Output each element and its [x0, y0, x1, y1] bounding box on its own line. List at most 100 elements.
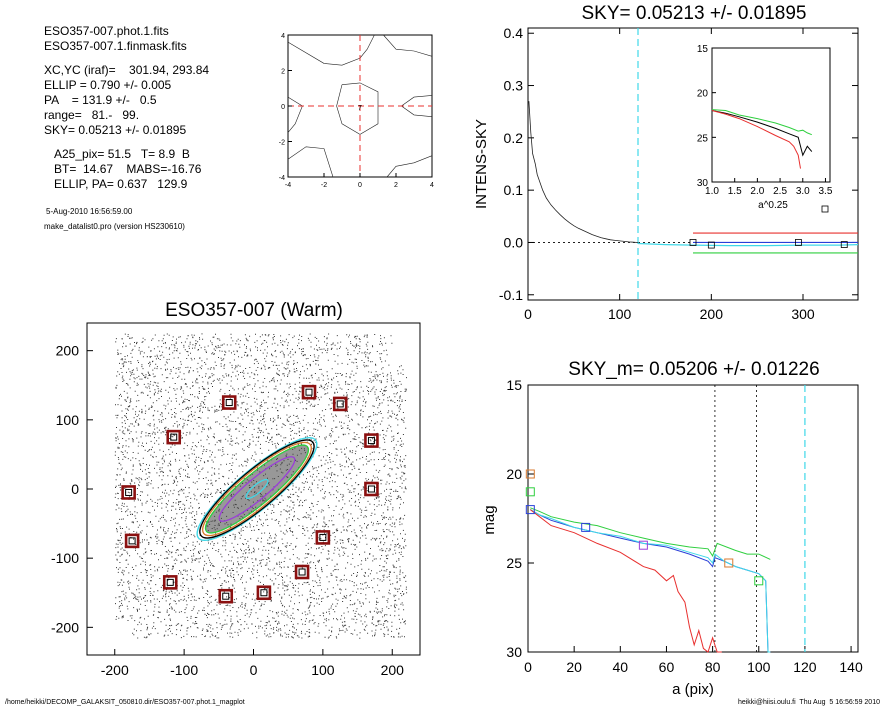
x-tick-label: 200 [381, 662, 405, 678]
green-mag-marker [525, 487, 535, 497]
x-tick-label: 0 [524, 659, 532, 675]
x-tick-label: 40 [613, 659, 629, 675]
x-tick-label: 120 [793, 659, 817, 675]
center-label: 7 [358, 105, 362, 112]
y-tick-label: 15 [506, 377, 522, 393]
orange-isophote [202, 441, 312, 537]
x-tick-label: -2 [321, 182, 327, 189]
x-tick-label: 60 [659, 659, 675, 675]
sky-box [315, 530, 331, 545]
sky-box [364, 433, 379, 448]
sky-box [301, 384, 317, 400]
mag-ylabel: mag [481, 505, 498, 534]
info-line: PA = 131.9 +/- 0.5 [44, 93, 157, 107]
sky-square-marker [689, 239, 697, 246]
info-line: XC,YC (iraf)= 301.94, 293.84 [44, 63, 209, 77]
green-mag-marker [754, 576, 764, 586]
sky-box-inner [305, 388, 313, 396]
mag-xlabel: a (pix) [672, 681, 714, 698]
x-tick-label: 2 [394, 182, 398, 189]
info-line: ESO357-007.1.finmask.fits [44, 39, 187, 53]
magnitude-profile-plot: SKY_m= 0.05206 +/- 0.01226 mag a (pix) 0 20 4… [481, 359, 863, 698]
x-tick-label: 80 [705, 659, 721, 675]
red-inset-curve [711, 110, 801, 169]
x-tick-label: 100 [608, 306, 632, 322]
orange-mag-marker [525, 469, 535, 479]
y-tick-label: 200 [56, 343, 80, 359]
contour-line [336, 82, 379, 135]
inset-x-tick-label: 3.5 [819, 186, 833, 197]
y-tick-label: 0.3 [504, 78, 524, 94]
sky-box-inner [336, 400, 344, 408]
orange-mag-marker [724, 558, 734, 568]
x-tick-label: 100 [747, 659, 771, 675]
info-date: 5-Aug-2010 16:56:59.00 [46, 207, 133, 216]
inset-y-tick-label: 15 [697, 44, 709, 55]
purple-mag-marker [638, 540, 648, 550]
sky-box [364, 481, 379, 497]
red-mag-curve [529, 509, 722, 653]
y-tick-label: 25 [506, 555, 522, 571]
y-tick-label: 100 [56, 412, 80, 428]
sky-level-line [637, 242, 859, 247]
inset-x-tick-label: 2.5 [773, 186, 787, 197]
sky-box-inner [298, 568, 306, 576]
inset-x-tick-label: 3.0 [796, 186, 810, 197]
purple-isophote [218, 456, 296, 522]
inset-y-tick-label: 25 [697, 133, 709, 144]
sky-box [221, 395, 237, 410]
blue-mag-curve [530, 509, 771, 653]
inset-x-tick-label: 1.0 [705, 186, 719, 197]
sky-box-inner [367, 437, 375, 445]
x-tick-label: 0 [358, 182, 362, 189]
sky-square-marker [840, 241, 848, 248]
x-tick-label: 20 [566, 659, 582, 675]
info-line: range= 81.- 99. [44, 108, 139, 122]
sky-box [332, 396, 348, 412]
green-inset-curve [711, 109, 812, 136]
inset-xlabel: a^0.25 [758, 200, 788, 211]
green-mag-curve [530, 507, 771, 560]
y-tick-label: 0 [71, 481, 79, 497]
y-tick-label: 4 [281, 33, 285, 40]
sky-box [162, 575, 178, 590]
y-tick-label: -200 [51, 619, 79, 635]
sky-title: SKY= 0.05213 +/- 0.01895 [581, 3, 806, 24]
black-isophote [199, 439, 315, 539]
sky-box [218, 588, 234, 604]
contour-line [287, 146, 334, 178]
image-title: ESO357-007 (Warm) [165, 300, 343, 321]
galaxy-body [205, 445, 309, 533]
galaxy-image-plot: ESO357-007 (Warm) -200 -100 0 100 200 200 100 0 -… [51, 300, 421, 678]
sky-square-marker [795, 239, 802, 246]
sky-box-inner [260, 589, 268, 597]
inset-square-marker [821, 205, 829, 213]
y-tick-label: -2 [279, 140, 285, 147]
sky-box-inner [367, 485, 375, 493]
y-tick-label: 0.1 [504, 182, 524, 198]
y-tick-label: 20 [506, 466, 522, 482]
y-tick-label: -0.1 [499, 287, 523, 303]
y-tick-label: -100 [51, 550, 79, 566]
cyan-isophote [196, 437, 318, 541]
sky-square-marker [707, 241, 715, 249]
sky-box [294, 564, 310, 580]
x-tick-label: -100 [170, 662, 198, 678]
inset-x-tick-label: 1.5 [728, 186, 742, 197]
info-line: A25_pix= 51.5 T= 8.9 B [54, 147, 190, 161]
info-block: ESO357-007.phot.1.fits ESO357-007.1.finm… [44, 24, 209, 231]
contour-line [383, 34, 433, 57]
info-line: ELLIP, PA= 0.637 129.9 [54, 177, 188, 191]
contour-line [287, 96, 303, 133]
sky-box [166, 429, 182, 445]
x-tick-label: 100 [311, 662, 335, 678]
contour-line [400, 95, 433, 117]
info-line: BT= 14.67 MABS=-16.76 [54, 162, 202, 176]
x-tick-label: 300 [791, 306, 815, 322]
inset-y-tick-label: 20 [697, 89, 709, 100]
sky-box [121, 485, 136, 500]
y-tick-label: 2 [281, 69, 285, 76]
y-tick-label: -4 [279, 175, 285, 182]
black-inset-curve [711, 110, 813, 157]
